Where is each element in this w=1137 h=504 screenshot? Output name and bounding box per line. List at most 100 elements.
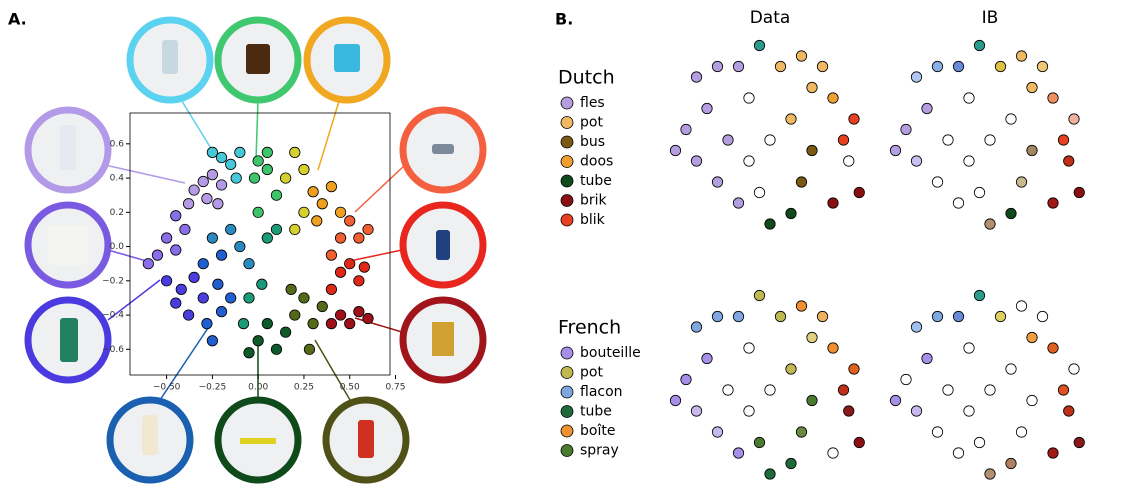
point [1015,300,1028,312]
point [311,215,323,227]
panel-label: A. [8,10,27,29]
legend-label: tube [580,404,612,420]
point [984,468,996,480]
y-tick-label: 0.4 [110,174,125,184]
legend-swatch [560,96,574,110]
point [1026,394,1038,407]
point [270,343,283,355]
point [931,310,944,323]
point [827,342,839,354]
point [1047,342,1059,354]
point [206,169,218,181]
point [1057,134,1070,146]
legend-label: spray [580,443,619,459]
point [732,310,745,323]
legend-swatch [560,213,574,227]
point [680,373,692,386]
legend-swatch [560,444,574,457]
point [212,198,224,210]
point [785,457,797,470]
point [206,146,218,158]
legend-label: brik [580,193,608,209]
point [252,206,264,218]
point [984,134,996,146]
point [795,300,808,312]
point [942,384,954,396]
point [743,155,755,167]
point [206,232,218,244]
point [353,306,365,318]
point [1036,310,1049,323]
point [197,175,209,188]
x-tick-label: 0.75 [385,383,405,393]
panel-label: B. [555,10,573,29]
point [994,310,1007,323]
point [827,197,839,209]
point [952,60,965,73]
point [984,218,996,230]
point [298,163,310,176]
point [827,447,839,459]
point [261,146,273,158]
point [921,102,933,115]
legend-swatch [560,155,574,168]
point [900,373,912,386]
point [197,292,209,304]
point [243,347,255,359]
y-tick-label: −0.4 [102,311,124,321]
y-tick-label: 0.0 [110,242,125,252]
point [1068,363,1080,375]
legend-swatch [560,174,574,188]
legend-label: bus [580,134,605,150]
point [984,384,996,396]
point [234,240,246,253]
point [170,210,182,222]
point [1015,426,1028,438]
point [230,172,242,184]
point [1063,405,1075,417]
point [931,176,944,188]
point [764,218,776,230]
point [690,321,703,333]
point [931,426,944,438]
point [853,186,865,199]
point [743,342,755,354]
point [889,144,902,157]
point [1026,144,1038,157]
point [1005,207,1017,220]
point [1005,363,1017,375]
point [175,283,187,295]
point [1026,81,1038,94]
point [952,447,965,459]
point [362,223,374,236]
point [1005,113,1017,125]
point [785,363,797,375]
point [952,197,965,209]
point [942,134,954,146]
point [182,309,195,321]
legend-label: pot [580,115,603,131]
point [344,258,356,270]
point [248,172,261,184]
legend-swatch [560,346,574,360]
point [963,92,975,104]
point [973,436,986,449]
point [900,123,912,136]
point [732,447,745,459]
point [1036,60,1049,73]
point [806,331,818,344]
point [669,144,682,157]
point [307,186,319,198]
point [188,184,200,196]
point [215,249,228,261]
point [225,223,237,236]
point [1047,447,1059,459]
point [963,155,975,167]
point [1015,176,1028,188]
point [298,206,310,218]
point [848,363,860,375]
legend-label: fles [580,95,605,111]
point [261,318,273,330]
point [161,232,173,244]
